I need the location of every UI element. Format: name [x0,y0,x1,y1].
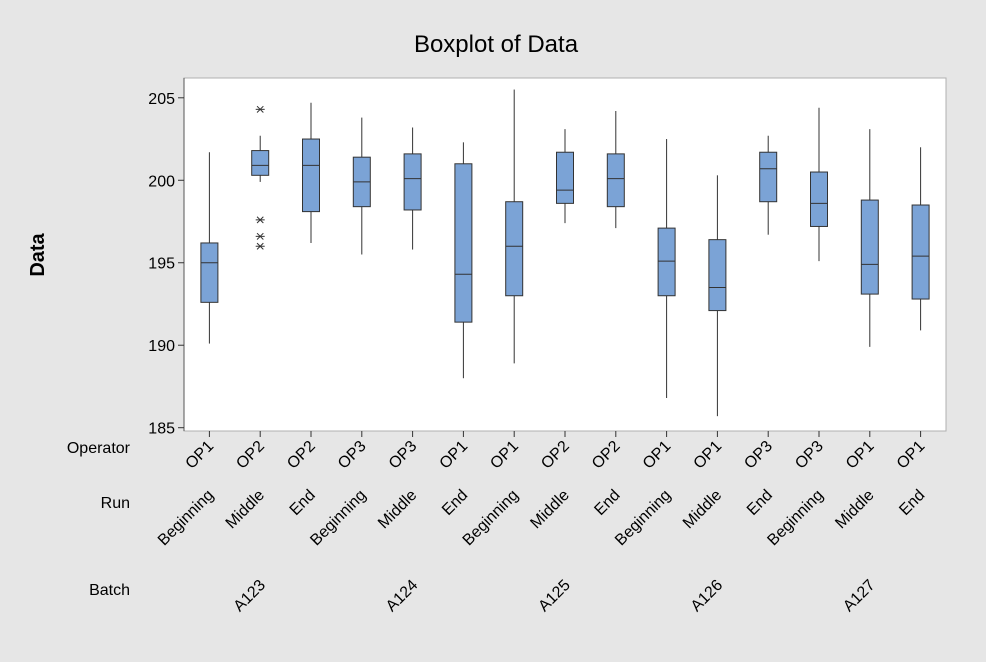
iqr-box [556,151,574,204]
iqr-box [200,242,219,303]
factor-labels: Operator Run Batch [67,440,131,599]
iqr-box [251,150,270,176]
outlier-stroke [256,216,264,224]
box-group [708,175,727,437]
iqr-box [606,153,625,208]
iqr-box [708,239,727,312]
factor-label-run: Run [101,495,130,512]
box-group [911,147,930,437]
y-tick-label: 195 [148,256,175,273]
outlier-stroke [256,105,264,113]
y-tick-label: 205 [148,91,175,108]
y-axis: 185 190 195 200 205 [148,78,185,438]
iqr-box [911,204,930,300]
box-group [251,105,270,437]
box-group [200,152,219,437]
iqr-box [302,138,320,213]
outlier-stroke [256,232,264,240]
y-tick-label: 200 [148,173,175,190]
iqr-box [403,153,422,211]
outlier-marker [255,232,265,240]
boxes-layer [200,89,930,437]
box-group [454,142,473,437]
box-group [657,139,676,437]
chart-title: Boxplot of Data [414,31,579,58]
factor-label-batch: Batch [89,582,130,599]
box-group [352,117,371,437]
iqr-box [454,163,473,323]
iqr-box [657,227,676,297]
iqr-box [860,199,879,295]
box-group [810,107,828,437]
iqr-box [505,201,524,297]
outlier-marker [255,216,265,224]
iqr-box [810,171,828,227]
box-group [505,89,524,437]
factor-label-operator: Operator [67,440,131,457]
y-tick-label: 185 [148,421,175,438]
outlier-stroke [256,242,264,250]
iqr-box [759,151,778,203]
y-axis-label: Data [27,232,49,276]
box-group [403,127,422,437]
box-group [606,110,625,437]
box-group [302,102,320,437]
box-group [556,129,574,437]
y-tick-label: 190 [148,338,175,355]
outlier-marker [255,105,265,113]
outlier-marker [255,242,265,250]
box-group [759,135,778,437]
box-group [860,129,879,437]
